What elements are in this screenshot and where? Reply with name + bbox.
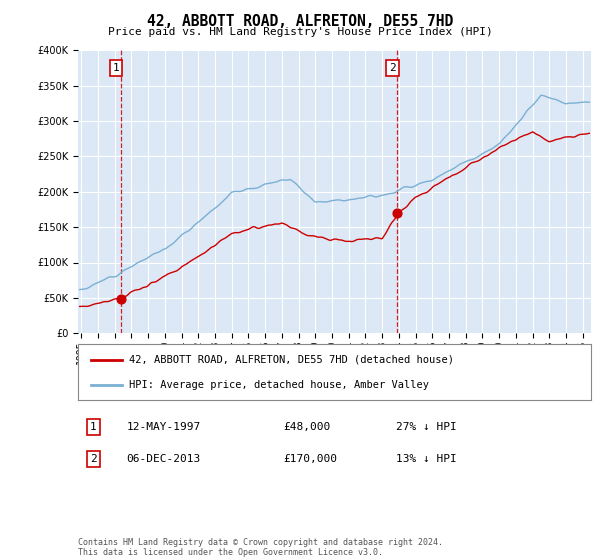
Point (116, 295, 125, 304)
Text: 42, ABBOTT ROAD, ALFRETON, DE55 7HD: 42, ABBOTT ROAD, ALFRETON, DE55 7HD (147, 14, 453, 29)
Text: 2: 2 (90, 454, 97, 464)
Text: 1: 1 (90, 422, 97, 432)
Point (392, 208, 402, 217)
Text: 13% ↓ HPI: 13% ↓ HPI (396, 454, 457, 464)
Text: 2: 2 (389, 63, 396, 73)
Text: £48,000: £48,000 (283, 422, 331, 432)
Text: £170,000: £170,000 (283, 454, 337, 464)
Text: Price paid vs. HM Land Registry's House Price Index (HPI): Price paid vs. HM Land Registry's House … (107, 27, 493, 37)
Text: 27% ↓ HPI: 27% ↓ HPI (396, 422, 457, 432)
Text: Contains HM Land Registry data © Crown copyright and database right 2024.
This d: Contains HM Land Registry data © Crown c… (78, 538, 443, 557)
Text: 06-DEC-2013: 06-DEC-2013 (127, 454, 201, 464)
Text: 1: 1 (112, 63, 119, 73)
Text: 12-MAY-1997: 12-MAY-1997 (127, 422, 201, 432)
Text: HPI: Average price, detached house, Amber Valley: HPI: Average price, detached house, Ambe… (130, 380, 430, 390)
Text: 42, ABBOTT ROAD, ALFRETON, DE55 7HD (detached house): 42, ABBOTT ROAD, ALFRETON, DE55 7HD (det… (130, 354, 454, 365)
